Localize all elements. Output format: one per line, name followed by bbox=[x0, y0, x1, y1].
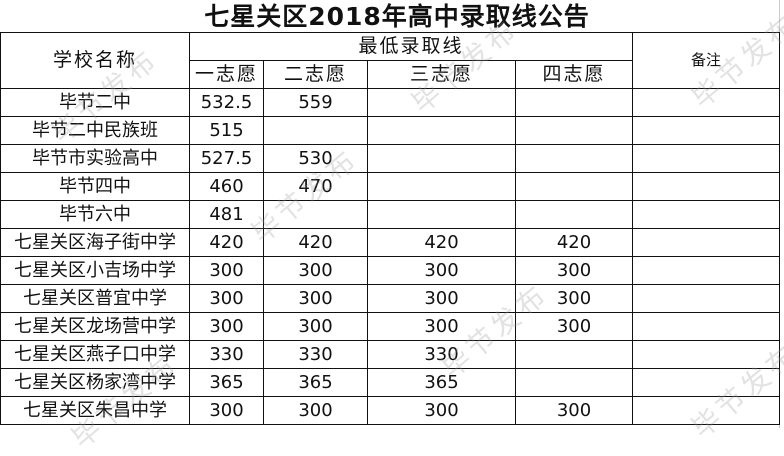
score-cell-choice-2 bbox=[263, 116, 368, 145]
table-row: 七星关区杨家湾中学 365 365 365 bbox=[0, 368, 780, 397]
school-name: 毕节六中 bbox=[0, 200, 190, 229]
score-cell-choice-2: 300 bbox=[263, 312, 368, 341]
school-name: 毕节二中 bbox=[0, 88, 190, 117]
header-row: 学校名称 最低录取线 备注 bbox=[0, 32, 780, 89]
header-choice-2: 二志愿 bbox=[263, 60, 368, 89]
note-cell bbox=[632, 340, 780, 369]
score-cell-choice-3: 365 bbox=[367, 368, 516, 397]
table-row: 毕节二中 532.5 559 bbox=[0, 88, 780, 117]
score-cell-choice-3 bbox=[367, 144, 516, 173]
score-cell-choice-3: 300 bbox=[367, 256, 516, 285]
score-cell-choice-4 bbox=[515, 116, 633, 145]
header-school: 学校名称 bbox=[0, 32, 190, 89]
score-cell-choice-2: 300 bbox=[263, 396, 368, 425]
score-cell-choice-1: 300 bbox=[189, 284, 264, 313]
score-cell-choice-1: 420 bbox=[189, 228, 264, 257]
header-note: 备注 bbox=[632, 32, 780, 89]
score-cell-choice-4: 420 bbox=[515, 228, 633, 257]
score-cell-choice-1: 365 bbox=[189, 368, 264, 397]
note-cell bbox=[632, 172, 780, 201]
school-name: 七星关区海子街中学 bbox=[0, 228, 190, 257]
note-cell bbox=[632, 144, 780, 173]
score-cell-choice-4: 300 bbox=[515, 256, 633, 285]
score-cell-choice-1: 527.5 bbox=[189, 144, 264, 173]
table-row: 毕节二中民族班 515 bbox=[0, 116, 780, 145]
note-cell bbox=[632, 284, 780, 313]
score-cell-choice-3: 300 bbox=[367, 396, 516, 425]
note-cell bbox=[632, 88, 780, 117]
note-cell bbox=[632, 228, 780, 257]
score-cell-choice-4: 300 bbox=[515, 284, 633, 313]
header-choice-1: 一志愿 bbox=[189, 60, 264, 89]
score-cell-choice-2: 530 bbox=[263, 144, 368, 173]
score-cell-choice-1: 515 bbox=[189, 116, 264, 145]
score-cell-choice-1: 300 bbox=[189, 396, 264, 425]
score-cell-choice-4 bbox=[515, 88, 633, 117]
score-cell-choice-1: 330 bbox=[189, 340, 264, 369]
score-cell-choice-2: 470 bbox=[263, 172, 368, 201]
score-cell-choice-2: 420 bbox=[263, 228, 368, 257]
school-name: 七星关区杨家湾中学 bbox=[0, 368, 190, 397]
score-cell-choice-3: 330 bbox=[367, 340, 516, 369]
score-cell-choice-4 bbox=[515, 340, 633, 369]
school-name: 毕节四中 bbox=[0, 172, 190, 201]
score-cell-choice-4 bbox=[515, 144, 633, 173]
page-title: 七星关区2018年高中录取线公告 bbox=[204, 2, 590, 31]
school-name: 七星关区龙场营中学 bbox=[0, 312, 190, 341]
score-cell-choice-2: 300 bbox=[263, 284, 368, 313]
score-cell-choice-1: 481 bbox=[189, 200, 264, 229]
score-cell-choice-4 bbox=[515, 368, 633, 397]
table-row: 七星关区燕子口中学 330 330 330 bbox=[0, 340, 780, 369]
table-row: 毕节六中 481 bbox=[0, 200, 780, 229]
score-cell-choice-4: 300 bbox=[515, 396, 633, 425]
score-cell-choice-2: 559 bbox=[263, 88, 368, 117]
score-cell-choice-3: 420 bbox=[367, 228, 516, 257]
note-cell bbox=[632, 396, 780, 425]
header-min-score: 最低录取线 bbox=[189, 32, 633, 61]
school-name: 七星关区朱昌中学 bbox=[0, 396, 190, 425]
score-cell-choice-2 bbox=[263, 200, 368, 229]
table-row: 七星关区龙场营中学 300 300 300 300 bbox=[0, 312, 780, 341]
score-cell-choice-1: 532.5 bbox=[189, 88, 264, 117]
score-cell-choice-3 bbox=[367, 88, 516, 117]
table-row: 七星关区小吉场中学 300 300 300 300 bbox=[0, 256, 780, 285]
school-name: 毕节二中民族班 bbox=[0, 116, 190, 145]
note-cell bbox=[632, 256, 780, 285]
table-row: 七星关区朱昌中学 300 300 300 300 bbox=[0, 396, 780, 425]
table-row: 七星关区普宜中学 300 300 300 300 bbox=[0, 284, 780, 313]
note-cell bbox=[632, 368, 780, 397]
score-cell-choice-1: 460 bbox=[189, 172, 264, 201]
note-cell bbox=[632, 116, 780, 145]
score-cell-choice-4 bbox=[515, 172, 633, 201]
score-cell-choice-3: 300 bbox=[367, 284, 516, 313]
header-choice-3: 三志愿 bbox=[367, 60, 516, 89]
table-row: 毕节市实验高中 527.5 530 bbox=[0, 144, 780, 173]
table-row: 七星关区海子街中学 420 420 420 420 bbox=[0, 228, 780, 257]
admission-table: 学校名称 最低录取线 备注 一志愿 二志愿 三志愿 四志愿 毕节二中 532.5 5… bbox=[0, 32, 780, 425]
score-cell-choice-3 bbox=[367, 200, 516, 229]
header-choice-4: 四志愿 bbox=[515, 60, 633, 89]
school-name: 七星关区燕子口中学 bbox=[0, 340, 190, 369]
sheet-gridline bbox=[779, 0, 784, 428]
school-name: 七星关区普宜中学 bbox=[0, 284, 190, 313]
school-name: 七星关区小吉场中学 bbox=[0, 256, 190, 285]
score-cell-choice-3 bbox=[367, 116, 516, 145]
table-row: 毕节四中 460 470 bbox=[0, 172, 780, 201]
note-cell bbox=[632, 312, 780, 341]
score-cell-choice-3: 300 bbox=[367, 312, 516, 341]
score-cell-choice-4: 300 bbox=[515, 312, 633, 341]
note-cell bbox=[632, 200, 780, 229]
score-cell-choice-2: 300 bbox=[263, 256, 368, 285]
score-cell-choice-1: 300 bbox=[189, 256, 264, 285]
score-cell-choice-2: 365 bbox=[263, 368, 368, 397]
score-cell-choice-1: 300 bbox=[189, 312, 264, 341]
score-cell-choice-4 bbox=[515, 200, 633, 229]
score-cell-choice-2: 330 bbox=[263, 340, 368, 369]
header-row-choices: 一志愿 二志愿 三志愿 四志愿 bbox=[1, 60, 780, 89]
score-cell-choice-3 bbox=[367, 172, 516, 201]
school-name: 毕节市实验高中 bbox=[0, 144, 190, 173]
